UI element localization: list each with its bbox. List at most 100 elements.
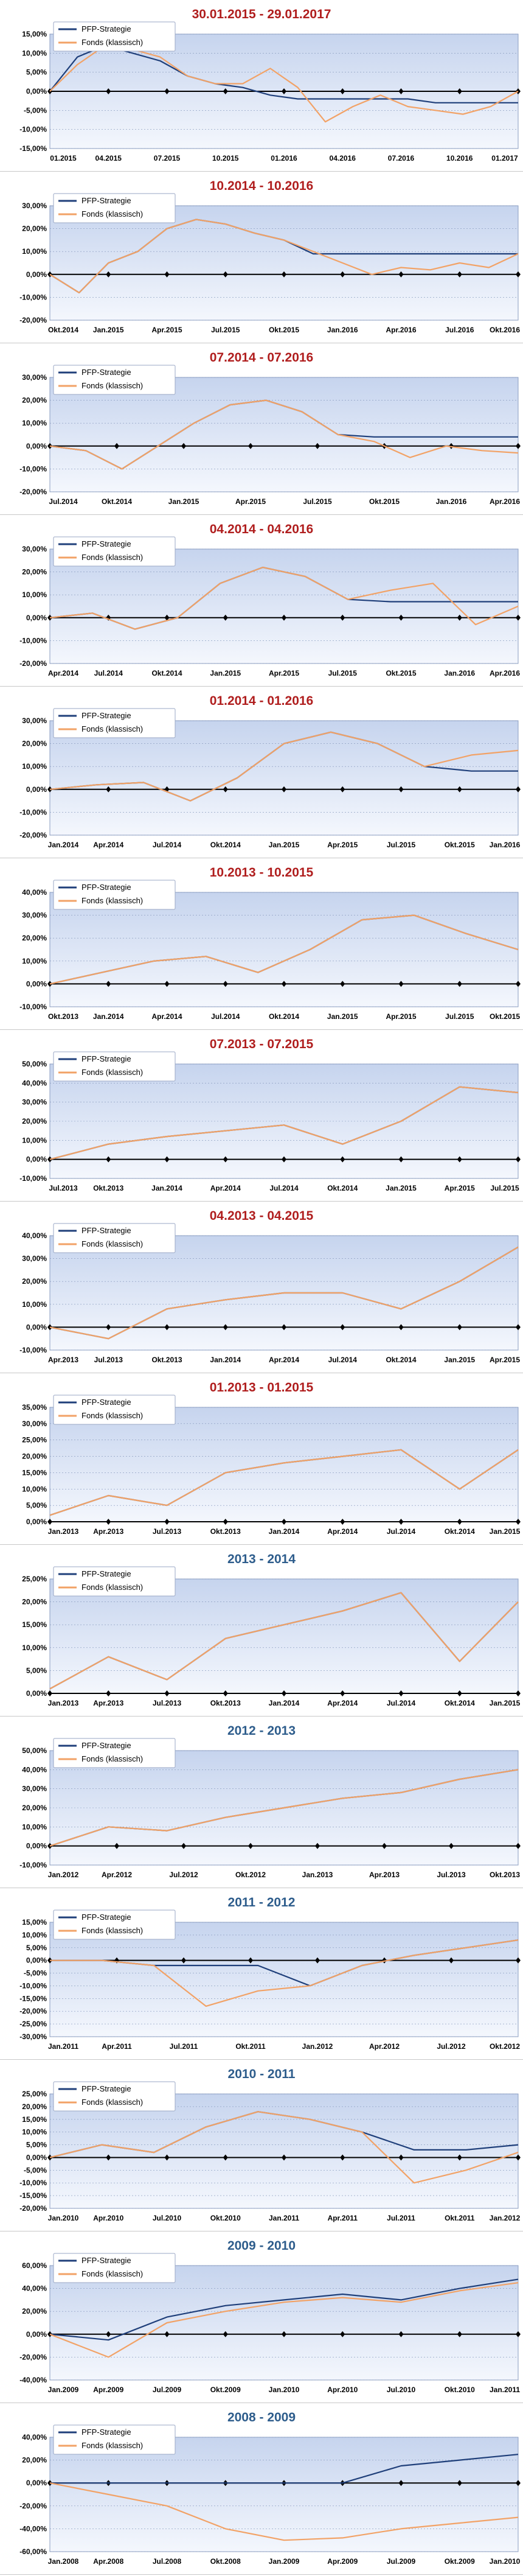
x-axis-marker	[516, 2331, 521, 2337]
legend-label: PFP-Strategie	[81, 2084, 131, 2093]
y-tick-label: -10,00%	[19, 125, 47, 134]
x-axis-marker	[315, 443, 320, 449]
series-line-fonds	[49, 1246, 519, 1340]
x-tick-label: Jan.2014	[269, 1699, 300, 1707]
x-tick-label: Jan.2016	[490, 841, 521, 849]
x-tick-label: Jan.2010	[490, 2557, 521, 2566]
x-axis-marker	[282, 614, 286, 621]
chart-panel: 04.2013 - 04.2015 40,00% 30,00% 20,00% 10,00…	[0, 1202, 523, 1373]
legend-label: PFP-Strategie	[81, 24, 131, 33]
x-tick-label: Jul.2013	[153, 1527, 182, 1536]
x-tick-label: Jan.2014	[93, 1012, 124, 1021]
y-tick-label: -10,00%	[19, 1174, 47, 1183]
y-tick-label: 20,00%	[22, 396, 47, 405]
y-tick-label: 10,00%	[22, 762, 47, 771]
series-line-fonds	[49, 1769, 519, 1847]
chart-title: 01.2014 - 01.2016	[210, 694, 313, 708]
x-tick-label: Jan.2015	[490, 1699, 521, 1707]
chart-panel: 2008 - 2009 40,00% 20,00% 0,00% -20,00% -40,0…	[0, 2403, 523, 2575]
x-tick-label: Apr.2016	[490, 669, 520, 677]
y-tick-label: 10,00%	[22, 957, 47, 965]
x-axis-marker	[164, 786, 170, 793]
x-axis-marker	[398, 1519, 404, 1525]
x-tick-label: Jan.2009	[48, 2385, 79, 2394]
x-axis-marker	[398, 2154, 404, 2161]
x-tick-label: Apr.2009	[93, 2385, 123, 2394]
legend-label: Fonds (klassisch)	[81, 553, 143, 562]
x-tick-label: Okt.2013	[210, 1699, 241, 1707]
legend-label: Fonds (klassisch)	[81, 209, 143, 219]
y-tick-label: 15,00%	[22, 1918, 47, 1927]
x-tick-label: Jan.2008	[48, 2557, 79, 2566]
x-axis-marker	[398, 2480, 404, 2487]
legend-label: PFP-Strategie	[81, 1054, 131, 1063]
x-axis-marker	[282, 1324, 286, 1331]
x-axis-marker	[516, 614, 521, 621]
x-axis-marker	[282, 2154, 286, 2161]
chart-svg: 01.2014 - 01.2016 30,00% 20,00% 10,00% 0,00%…	[19, 694, 521, 849]
chart-panel: 2012 - 2013 50,00% 40,00% 30,00% 20,00% 10,00…	[0, 1717, 523, 1888]
x-axis-marker	[164, 1690, 170, 1696]
x-axis-marker	[457, 2331, 462, 2337]
x-tick-label: Jan.2010	[269, 2385, 300, 2394]
x-axis-marker	[457, 614, 462, 621]
x-axis-marker	[106, 786, 111, 793]
y-tick-label: 30,00%	[22, 716, 47, 725]
x-axis-marker	[516, 1843, 521, 1849]
plot-area	[49, 548, 519, 664]
x-tick-label: Jan.2010	[48, 2214, 79, 2222]
x-axis-marker	[516, 2480, 521, 2487]
x-axis-marker	[516, 1156, 521, 1163]
x-axis-marker	[114, 443, 119, 449]
y-tick-label: 30,00%	[22, 1785, 47, 1793]
x-axis-marker	[282, 981, 286, 987]
x-axis-marker	[106, 88, 111, 94]
legend-box	[53, 193, 176, 223]
x-axis-marker	[248, 443, 253, 449]
x-axis-marker	[164, 614, 170, 621]
y-tick-label: 30,00%	[22, 1419, 47, 1428]
chart-panel: 2013 - 2014 25,00% 20,00% 15,00% 10,00% 5,00%…	[0, 1545, 523, 1717]
x-axis-marker	[106, 2154, 111, 2161]
x-axis-marker	[340, 1690, 345, 1696]
y-tick-label: 35,00%	[22, 1403, 47, 1412]
chart-panel: 01.2014 - 01.2016 30,00% 20,00% 10,00% 0,00%…	[0, 687, 523, 858]
x-tick-label: Apr.2010	[93, 2214, 123, 2222]
x-axis-marker	[449, 1843, 454, 1849]
x-tick-label: 04.2016	[330, 154, 356, 163]
legend-label: Fonds (klassisch)	[81, 2269, 143, 2278]
x-tick-label: Jan.2011	[269, 2214, 299, 2222]
legend-label: PFP-Strategie	[81, 196, 131, 205]
x-axis-marker	[398, 1690, 404, 1696]
x-axis-marker	[248, 1957, 253, 1964]
y-tick-label: 0,00%	[26, 1842, 47, 1850]
chart-svg: 2009 - 2010 60,00% 40,00% 20,00% 0,00% -20,00…	[19, 2239, 521, 2394]
series-line-fonds	[49, 2282, 519, 2358]
y-tick-label: 30,00%	[22, 201, 47, 210]
x-axis-marker	[516, 1690, 521, 1696]
x-tick-label: Jan.2015	[444, 1356, 475, 1364]
x-tick-label: Jul.2013	[437, 1871, 466, 1879]
chart-svg: 01.2013 - 01.2015 35,00% 30,00% 25,00% 20,00…	[22, 1381, 521, 1536]
y-tick-label: 5,00%	[26, 2141, 47, 2149]
legend-box	[53, 1909, 176, 1940]
x-axis-marker	[398, 271, 404, 278]
x-axis-marker	[340, 2154, 345, 2161]
x-axis-marker	[106, 271, 111, 278]
x-axis-marker	[340, 1324, 345, 1331]
legend-box	[53, 1395, 176, 1425]
y-tick-label: -10,00%	[19, 1346, 47, 1354]
x-tick-label: Jul.2015	[303, 497, 332, 506]
plot-area	[49, 2093, 519, 2209]
y-tick-label: -20,00%	[19, 2353, 47, 2361]
y-tick-label: 30,00%	[22, 1255, 47, 1263]
y-tick-label: -5,00%	[24, 1969, 47, 1978]
y-tick-label: 0,00%	[26, 442, 47, 450]
x-tick-label: Jul.2011	[387, 2214, 415, 2222]
x-tick-label: Apr.2008	[93, 2557, 123, 2566]
y-tick-label: -10,00%	[19, 1861, 47, 1869]
legend-label: Fonds (klassisch)	[81, 1411, 143, 1420]
y-tick-label: 0,00%	[26, 87, 47, 96]
x-axis-marker	[164, 2154, 170, 2161]
legend-box	[53, 708, 176, 738]
